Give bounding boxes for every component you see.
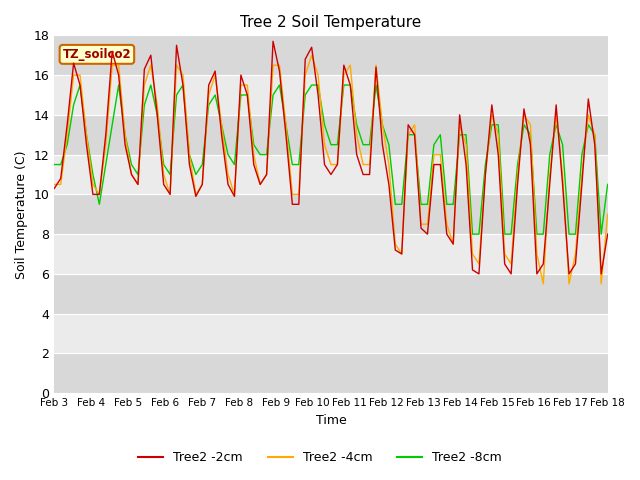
Bar (54, 353, 607, 393)
Bar (54, 274, 607, 313)
Bar (54, 36, 607, 75)
Bar (54, 115, 607, 155)
Text: TZ_soilco2: TZ_soilco2 (63, 48, 131, 61)
X-axis label: Time: Time (316, 414, 346, 427)
Y-axis label: Soil Temperature (C): Soil Temperature (C) (15, 150, 28, 278)
Title: Tree 2 Soil Temperature: Tree 2 Soil Temperature (241, 15, 422, 30)
Bar (54, 194, 607, 234)
Legend: Tree2 -2cm, Tree2 -4cm, Tree2 -8cm: Tree2 -2cm, Tree2 -4cm, Tree2 -8cm (133, 446, 507, 469)
